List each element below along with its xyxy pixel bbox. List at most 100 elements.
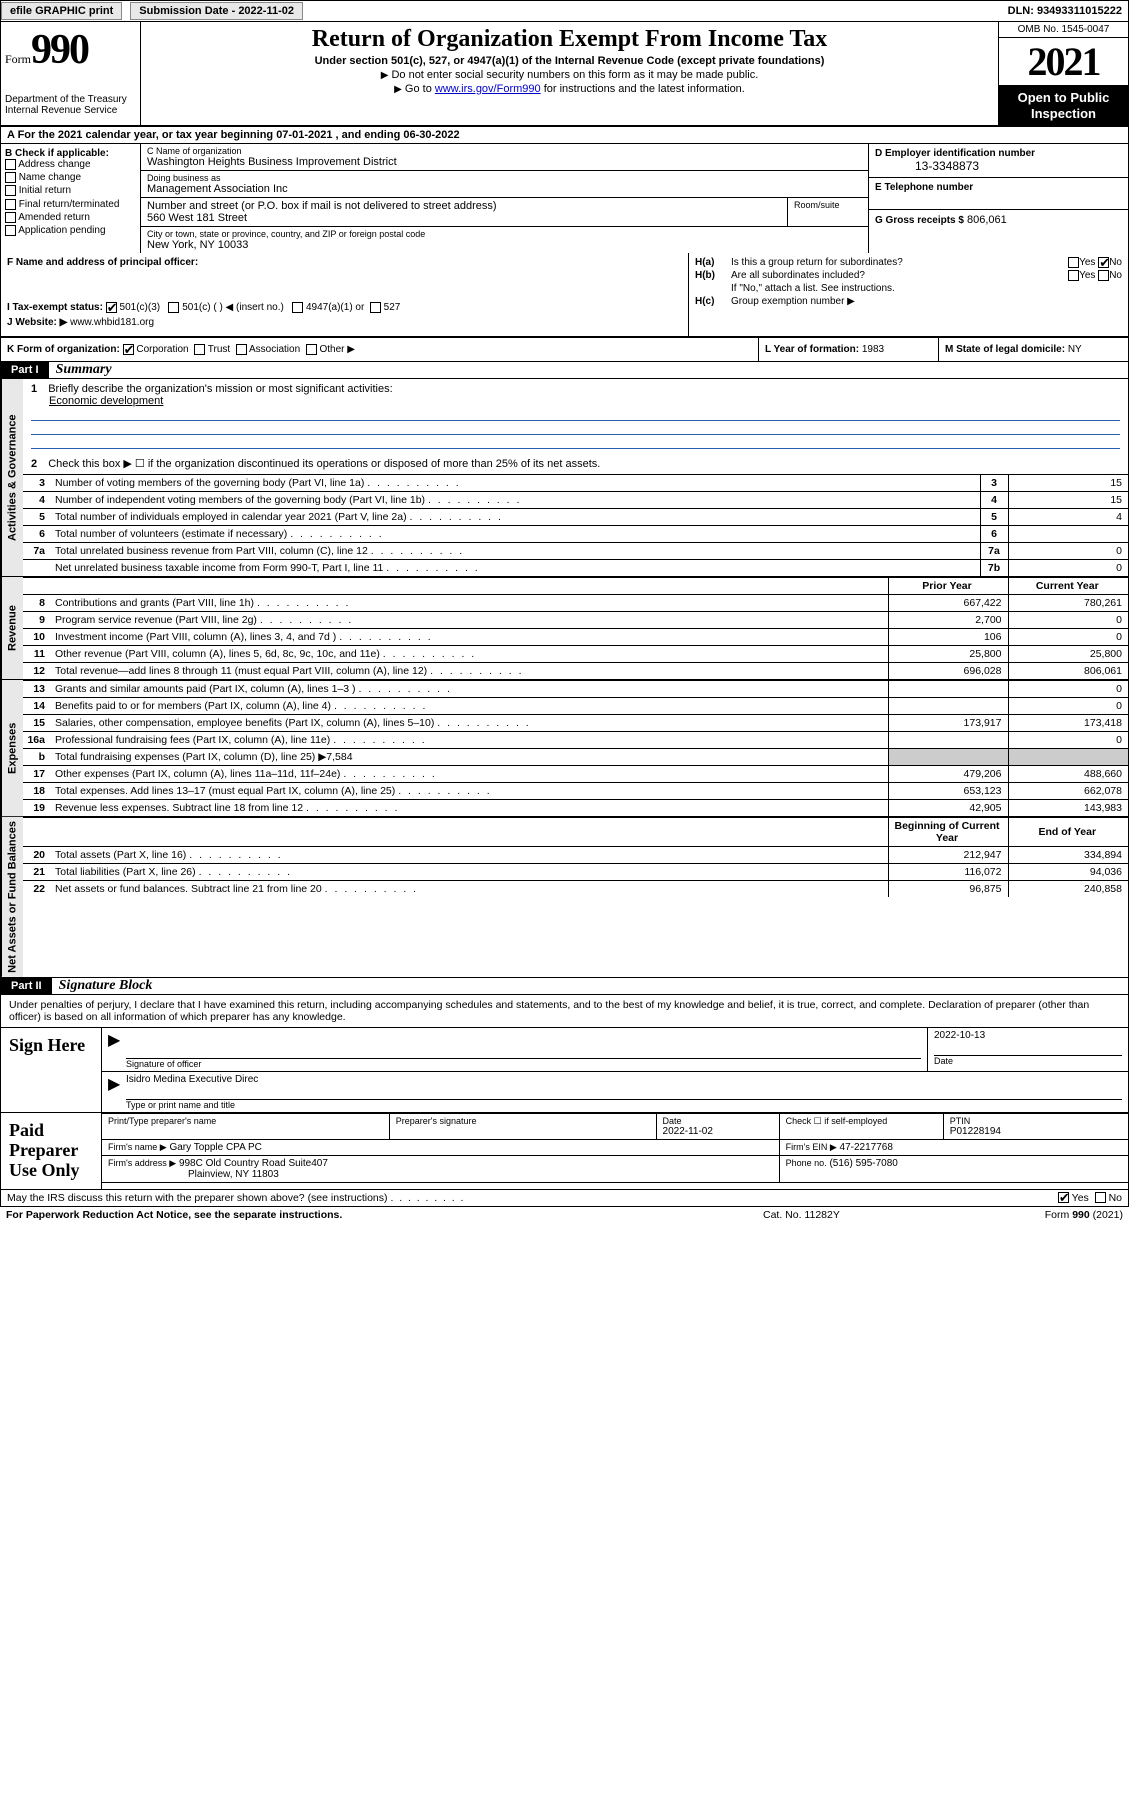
cb-501c3[interactable] [106, 302, 117, 313]
cb-discuss-no[interactable] [1095, 1192, 1106, 1203]
summary-governance: Activities & Governance 1 Briefly descri… [0, 379, 1129, 577]
table-row: 16aProfessional fundraising fees (Part I… [23, 732, 1128, 749]
klm-row: K Form of organization: Corporation Trus… [0, 338, 1129, 362]
irs-discuss-row: May the IRS discuss this return with the… [0, 1190, 1129, 1207]
org-name-address: C Name of organization Washington Height… [141, 144, 868, 253]
header-center: Return of Organization Exempt From Incom… [141, 22, 998, 125]
cb-initial-return[interactable]: Initial return [5, 185, 136, 196]
table-row: 22Net assets or fund balances. Subtract … [23, 881, 1128, 898]
table-row: 19Revenue less expenses. Subtract line 1… [23, 800, 1128, 817]
vtab-revenue: Revenue [1, 577, 23, 679]
cb-discuss-yes[interactable] [1058, 1192, 1069, 1203]
table-header: Beginning of Current YearEnd of Year [23, 818, 1128, 847]
irs-link[interactable]: www.irs.gov/Form990 [435, 83, 541, 95]
gross-receipts: 806,061 [967, 214, 1007, 226]
table-row: 15Salaries, other compensation, employee… [23, 715, 1128, 732]
vtab-net-assets: Net Assets or Fund Balances [1, 817, 23, 977]
table-row: 12Total revenue—add lines 8 through 11 (… [23, 663, 1128, 680]
sign-here-block: Sign Here ▶ Signature of officer 2022-10… [0, 1028, 1129, 1113]
summary-table-rev: Prior YearCurrent Year8Contributions and… [23, 577, 1128, 679]
summary-net-assets: Net Assets or Fund Balances Beginning of… [0, 817, 1129, 978]
firm-phone: (516) 595-7080 [829, 1158, 897, 1169]
omb-number: OMB No. 1545-0047 [999, 22, 1128, 38]
street-address: 560 West 181 Street [147, 212, 781, 224]
cb-hb-no[interactable] [1098, 270, 1109, 281]
table-header: Prior YearCurrent Year [23, 578, 1128, 595]
cb-ha-no[interactable] [1098, 257, 1109, 268]
table-row: bTotal fundraising expenses (Part IX, co… [23, 749, 1128, 766]
firm-ein: 47-2217768 [840, 1142, 893, 1153]
sig-date: 2022-10-13 [934, 1030, 1122, 1041]
tax-year: 2021 [999, 38, 1128, 86]
summary-revenue: Revenue Prior YearCurrent Year8Contribut… [0, 577, 1129, 680]
cb-application-pending[interactable]: Application pending [5, 225, 136, 236]
table-row: 21Total liabilities (Part X, line 26) 11… [23, 864, 1128, 881]
mission-text: Economic development [31, 395, 163, 407]
ptin: P01228194 [950, 1126, 1122, 1137]
page-footer: For Paperwork Reduction Act Notice, see … [0, 1207, 1129, 1223]
dept-label: Department of the Treasury [5, 94, 136, 105]
paid-preparer-block: Paid Preparer Use Only Print/Type prepar… [0, 1113, 1129, 1189]
top-bar: efile GRAPHIC print Submission Date - 20… [0, 0, 1129, 22]
form-990-logo: Form990 [5, 26, 136, 74]
vtab-governance: Activities & Governance [1, 379, 23, 576]
officer-group-block: F Name and address of principal officer:… [0, 253, 1129, 338]
cat-no: Cat. No. 11282Y [763, 1209, 963, 1221]
table-row: 18Total expenses. Add lines 13–17 (must … [23, 783, 1128, 800]
table-row: Net unrelated business taxable income fr… [23, 560, 1128, 577]
cb-final-return[interactable]: Final return/terminated [5, 199, 136, 210]
perjury-statement: Under penalties of perjury, I declare th… [0, 995, 1129, 1028]
city-state-zip: New York, NY 10033 [147, 239, 862, 251]
room-suite: Room/suite [788, 198, 868, 226]
table-row: 8Contributions and grants (Part VIII, li… [23, 595, 1128, 612]
table-row: 17Other expenses (Part IX, column (A), l… [23, 766, 1128, 783]
table-row: 6Total number of volunteers (estimate if… [23, 526, 1128, 543]
submission-date-button[interactable]: Submission Date - 2022-11-02 [130, 2, 303, 20]
org-name: Washington Heights Business Improvement … [147, 156, 862, 168]
header-right: OMB No. 1545-0047 2021 Open to Public In… [998, 22, 1128, 125]
principal-officer-label: F Name and address of principal officer: [7, 257, 682, 268]
ein: 13-3348873 [875, 159, 1122, 173]
checkboxes-b: B Check if applicable: Address change Na… [1, 144, 141, 253]
summary-table-exp: 13Grants and similar amounts paid (Part … [23, 680, 1128, 816]
arrow-icon: ▶ [102, 1028, 120, 1071]
cb-hb-yes[interactable] [1068, 270, 1079, 281]
cb-corp[interactable] [123, 344, 134, 355]
summary-table-gov: 3Number of voting members of the governi… [23, 474, 1128, 576]
table-row: 10Investment income (Part VIII, column (… [23, 629, 1128, 646]
officer-name: Isidro Medina Executive Direc [126, 1074, 1122, 1085]
cb-527[interactable] [370, 302, 381, 313]
cb-address-change[interactable]: Address change [5, 159, 136, 170]
cb-assoc[interactable] [236, 344, 247, 355]
table-row: 20Total assets (Part X, line 16) 212,947… [23, 847, 1128, 864]
ssn-note: ▶ Do not enter social security numbers o… [147, 69, 992, 81]
tax-exempt-row: I Tax-exempt status: 501(c)(3) 501(c) ( … [7, 302, 682, 313]
table-row: 13Grants and similar amounts paid (Part … [23, 681, 1128, 698]
state-domicile: NY [1068, 344, 1082, 355]
header-left: Form990 Department of the Treasury Inter… [1, 22, 141, 125]
goto-note: ▶ Go to www.irs.gov/Form990 for instruct… [147, 83, 992, 95]
table-row: 5Total number of individuals employed in… [23, 509, 1128, 526]
cb-trust[interactable] [194, 344, 205, 355]
part-ii-header: Part II Signature Block [0, 978, 1129, 995]
dba: Management Association Inc [147, 183, 862, 195]
form-title: Return of Organization Exempt From Incom… [147, 26, 992, 53]
table-row: 14Benefits paid to or for members (Part … [23, 698, 1128, 715]
form-header: Form990 Department of the Treasury Inter… [0, 22, 1129, 127]
tax-year-row: A For the 2021 calendar year, or tax yea… [0, 127, 1129, 144]
cb-501c[interactable] [168, 302, 179, 313]
ein-phone-block: D Employer identification number 13-3348… [868, 144, 1128, 253]
cb-amended-return[interactable]: Amended return [5, 212, 136, 223]
identity-block: B Check if applicable: Address change Na… [0, 144, 1129, 253]
table-row: 9Program service revenue (Part VIII, lin… [23, 612, 1128, 629]
table-row: 7aTotal unrelated business revenue from … [23, 543, 1128, 560]
cb-other[interactable] [306, 344, 317, 355]
firm-addr2: Plainview, NY 11803 [108, 1169, 279, 1180]
efile-print-button[interactable]: efile GRAPHIC print [1, 2, 122, 20]
cb-4947[interactable] [292, 302, 303, 313]
form-subtitle: Under section 501(c), 527, or 4947(a)(1)… [147, 55, 992, 67]
open-public-badge: Open to Public Inspection [999, 86, 1128, 125]
cb-name-change[interactable]: Name change [5, 172, 136, 183]
table-row: 11Other revenue (Part VIII, column (A), … [23, 646, 1128, 663]
cb-ha-yes[interactable] [1068, 257, 1079, 268]
